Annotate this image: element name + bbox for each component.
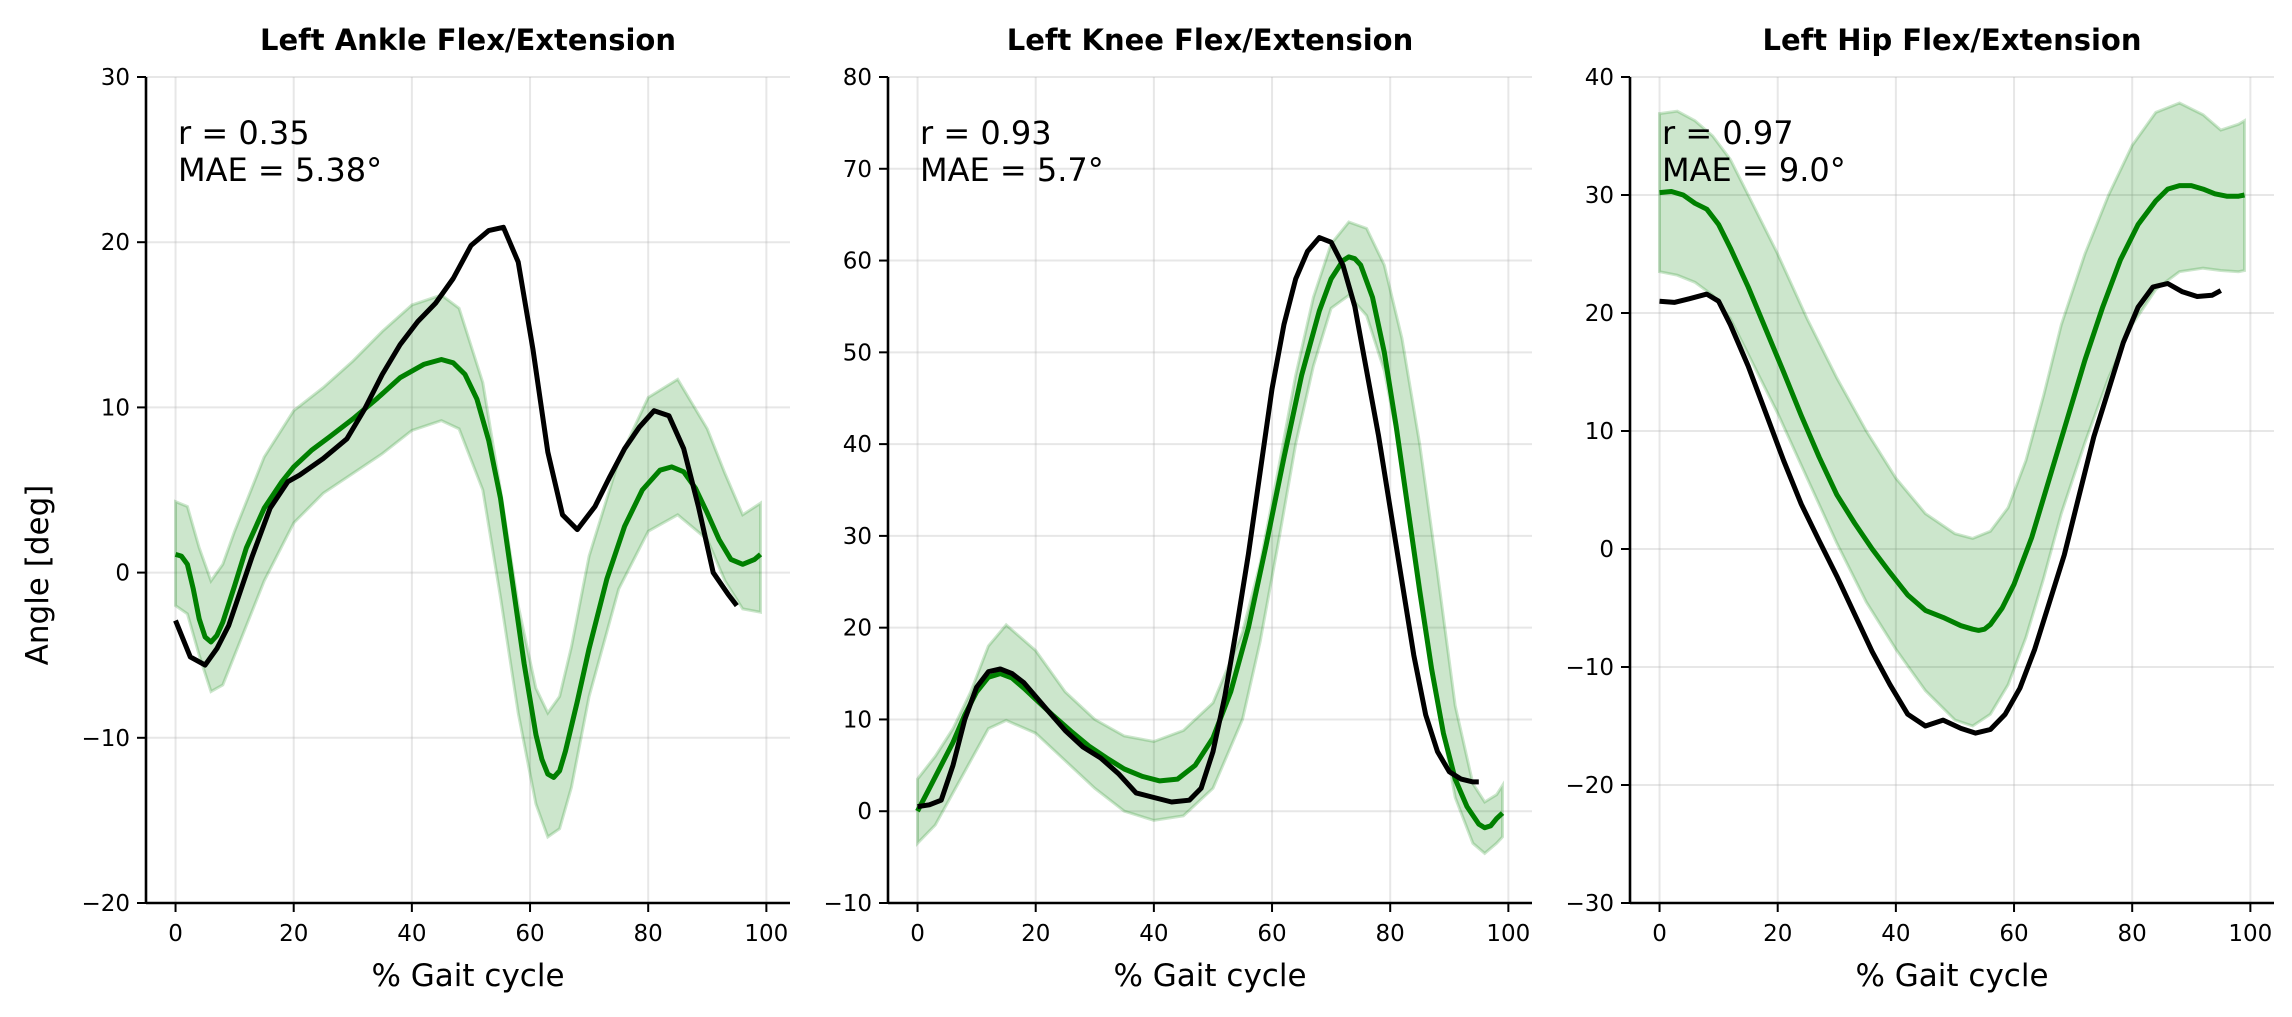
hip-panel: −30 −20 −10 0 10 20 30 40 0 20 40 60 80 100 Left Hip F… bbox=[1565, 23, 2274, 994]
confidence-band bbox=[916, 220, 1504, 856]
stat-annotation: MAE = 9.0° bbox=[1662, 151, 1846, 189]
y-tick-label: −10 bbox=[1565, 655, 1614, 681]
y-tick-label: 10 bbox=[1585, 419, 1614, 445]
x-tick-label: 0 bbox=[1652, 921, 1667, 947]
panel-title: Left Hip Flex/Extension bbox=[1763, 23, 2142, 57]
x-axis-label: % Gait cycle bbox=[1113, 958, 1306, 994]
y-tick-label: 30 bbox=[1585, 183, 1614, 209]
y-tick-label: 20 bbox=[843, 616, 872, 642]
x-tick-label: 80 bbox=[2118, 921, 2147, 947]
model-mean-line bbox=[915, 254, 1505, 831]
x-tick-label: 0 bbox=[168, 921, 183, 947]
x-tick-label: 100 bbox=[744, 921, 788, 947]
confidence-band bbox=[174, 293, 762, 840]
y-axis-label: Angle [deg] bbox=[20, 485, 56, 666]
x-tick-label: 60 bbox=[1999, 921, 2028, 947]
y-tick-label: 70 bbox=[843, 157, 872, 183]
y-tick-label: 60 bbox=[843, 249, 872, 275]
y-tick-label: 30 bbox=[843, 524, 872, 550]
measured-line bbox=[917, 235, 1479, 810]
confidence-band bbox=[1658, 101, 2246, 728]
model-mean-line bbox=[1659, 183, 2245, 633]
y-tick-label: 20 bbox=[1585, 301, 1614, 327]
panel-title: Left Knee Flex/Extension bbox=[1007, 23, 1413, 57]
y-tick-label: 50 bbox=[843, 340, 872, 366]
x-tick-label: 60 bbox=[515, 921, 544, 947]
x-tick-label: 20 bbox=[279, 921, 308, 947]
x-tick-label: 40 bbox=[1139, 921, 1168, 947]
x-tick-label: 20 bbox=[1763, 921, 1792, 947]
y-tick-label: 40 bbox=[843, 432, 872, 458]
stat-annotation: r = 0.35 bbox=[178, 114, 310, 152]
measured-line bbox=[1659, 281, 2222, 736]
measured-line bbox=[173, 224, 739, 668]
y-tick-label: −10 bbox=[823, 891, 872, 917]
x-tick-label: 80 bbox=[1376, 921, 1405, 947]
y-tick-label: 0 bbox=[857, 799, 872, 825]
y-tick-label: −30 bbox=[1565, 891, 1614, 917]
stat-annotation: MAE = 5.7° bbox=[920, 151, 1104, 189]
stat-annotation: MAE = 5.38° bbox=[178, 151, 382, 189]
x-tick-label: 0 bbox=[910, 921, 925, 947]
y-tick-label: 10 bbox=[101, 395, 130, 421]
y-tick-label: 30 bbox=[101, 65, 130, 91]
x-tick-label: 20 bbox=[1021, 921, 1050, 947]
y-tick-label: 0 bbox=[115, 561, 130, 587]
x-tick-label: 100 bbox=[1486, 921, 1530, 947]
y-tick-label: 0 bbox=[1599, 537, 1614, 563]
knee-panel: −10 0 10 20 30 40 50 60 70 80 0 20 40 60 80 100 Left Kne… bbox=[823, 23, 1532, 994]
y-tick-label: −10 bbox=[81, 726, 130, 752]
x-axis-label: % Gait cycle bbox=[371, 958, 564, 994]
x-axis-label: % Gait cycle bbox=[1855, 958, 2048, 994]
stat-annotation: r = 0.93 bbox=[920, 114, 1052, 152]
y-tick-label: 40 bbox=[1585, 65, 1614, 91]
x-tick-label: 60 bbox=[1257, 921, 1286, 947]
y-tick-label: −20 bbox=[81, 891, 130, 917]
panel-title: Left Ankle Flex/Extension bbox=[260, 23, 676, 57]
y-tick-label: 80 bbox=[843, 65, 872, 91]
x-tick-label: 40 bbox=[397, 921, 426, 947]
x-tick-label: 80 bbox=[634, 921, 663, 947]
y-tick-label: 20 bbox=[101, 230, 130, 256]
x-tick-label: 40 bbox=[1881, 921, 1910, 947]
model-mean-line bbox=[174, 357, 763, 780]
x-tick-label: 100 bbox=[2228, 921, 2272, 947]
ankle-panel: −20 −10 0 10 20 30 0 20 40 60 80 100 Left Ankle Flex… bbox=[81, 23, 790, 994]
stat-annotation: r = 0.97 bbox=[1662, 114, 1794, 152]
y-tick-label: −20 bbox=[1565, 773, 1614, 799]
y-tick-label: 10 bbox=[843, 707, 872, 733]
